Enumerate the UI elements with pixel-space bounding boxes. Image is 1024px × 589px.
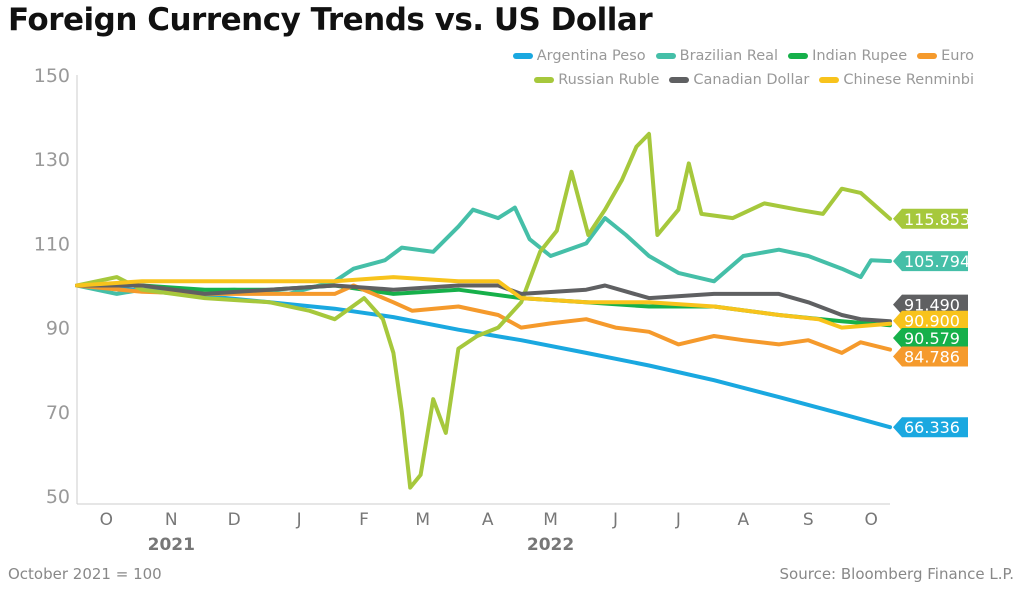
end-value-label: 66.336: [904, 418, 960, 437]
end-value-tag: [893, 328, 968, 349]
x-tick-label: F: [359, 510, 369, 530]
legend-swatch: [512, 53, 533, 59]
legend-swatch: [788, 53, 809, 59]
legend-item: Canadian Dollar: [669, 72, 809, 88]
end-value-label: 90.900: [904, 312, 960, 331]
end-value-label: 105.794: [904, 252, 970, 271]
end-value-tag: [893, 417, 968, 438]
legend-item: Chinese Renminbi: [819, 72, 974, 88]
series-line-russian-ruble: [75, 131, 892, 490]
end-value-label: 91.490: [904, 296, 960, 315]
legend-label: Euro: [941, 48, 974, 64]
x-tick-label: M: [543, 510, 558, 530]
end-value-label: 84.786: [904, 348, 960, 367]
end-value-tag: [893, 251, 968, 272]
legend-item: Euro: [917, 48, 974, 64]
legend-item: Indian Rupee: [788, 48, 907, 64]
legend-label: Chinese Renminbi: [843, 72, 974, 88]
year-label: 2022: [527, 535, 574, 555]
end-value-tag: [893, 346, 968, 367]
legend-label: Canadian Dollar: [693, 72, 810, 88]
y-tick-label: 50: [46, 486, 70, 508]
legend-item: Argentina Peso: [512, 48, 646, 64]
legend-swatch: [819, 77, 840, 83]
series-line-chinese-renminbi: [75, 275, 892, 330]
x-tick-label: J: [675, 510, 681, 530]
y-tick-label: 70: [46, 402, 70, 424]
x-tick-label: J: [612, 510, 618, 530]
x-tick-label: J: [296, 510, 302, 530]
y-tick-label: 150: [34, 65, 70, 87]
baseline-note: October 2021 = 100: [8, 565, 162, 583]
series-line-canadian-dollar: [75, 283, 892, 324]
chart-title: Foreign Currency Trends vs. US Dollar: [8, 2, 653, 38]
end-value-label: 90.579: [904, 329, 960, 348]
x-tick-label: A: [482, 510, 494, 530]
end-value-tag: [893, 310, 968, 331]
legend-label: Argentina Peso: [536, 48, 646, 64]
end-value-tag: [893, 294, 968, 315]
end-value-tag: [893, 208, 968, 229]
x-tick-label: D: [228, 510, 241, 530]
legend-swatch: [917, 53, 938, 59]
x-tick-label: N: [165, 510, 178, 530]
legend-label: Russian Ruble: [558, 72, 660, 88]
x-tick-label: O: [864, 510, 877, 530]
legend-swatch: [655, 53, 676, 59]
legend: Argentina Peso Brazilian Real Indian Rupee…: [454, 48, 974, 88]
end-value-label: 115.853: [904, 210, 970, 229]
source-note: Source: Bloomberg Finance L.P.: [779, 565, 1014, 583]
legend-label: Indian Rupee: [812, 48, 908, 64]
legend-item: Russian Ruble: [534, 72, 659, 88]
series-line-euro: [75, 283, 892, 355]
series-line-argentina-peso: [75, 283, 892, 430]
year-label: 2021: [148, 535, 195, 555]
x-tick-label: S: [803, 510, 814, 530]
legend-swatch: [534, 77, 555, 83]
legend-swatch: [669, 77, 690, 83]
y-tick-label: 110: [34, 233, 70, 255]
x-tick-label: O: [100, 510, 113, 530]
y-tick-label: 90: [46, 318, 70, 340]
legend-item: Brazilian Real: [655, 48, 779, 64]
x-tick-label: A: [738, 510, 750, 530]
legend-label: Brazilian Real: [679, 48, 779, 64]
y-tick-label: 130: [34, 149, 70, 171]
x-tick-label: M: [415, 510, 430, 530]
